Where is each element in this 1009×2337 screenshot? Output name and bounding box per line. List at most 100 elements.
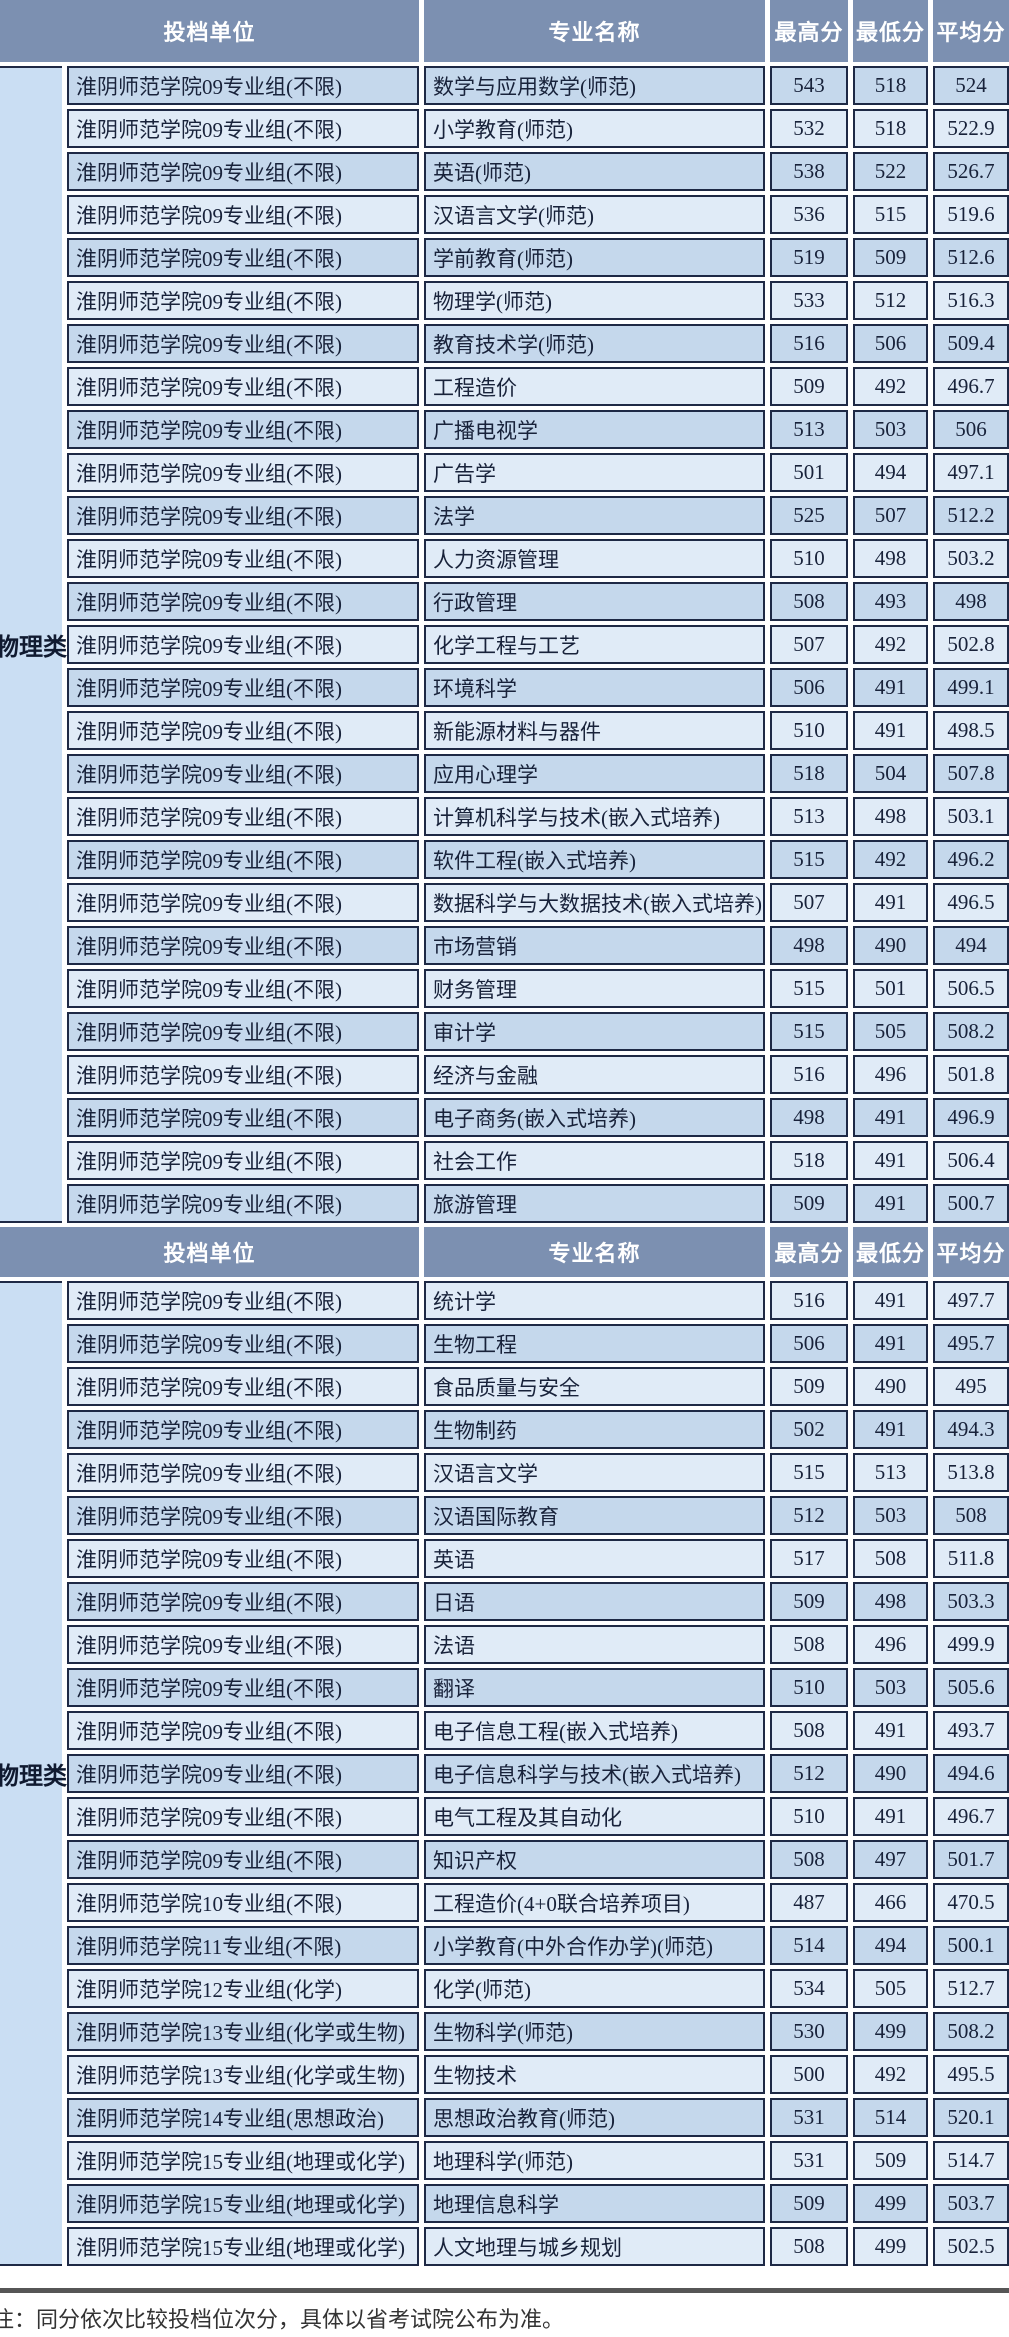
cell-avg: 498 <box>933 582 1009 621</box>
cell-low: 498 <box>853 1582 928 1621</box>
cell-high: 508 <box>770 1840 848 1879</box>
cell-high: 510 <box>770 1668 848 1707</box>
cell-major: 财务管理 <box>424 969 765 1008</box>
cell-avg: 498.5 <box>933 711 1009 750</box>
col-header-unit: 投档单位 <box>0 1227 419 1277</box>
cell-low: 491 <box>853 1324 928 1363</box>
cell-unit: 淮阴师范学院09专业组(不限) <box>67 1453 419 1492</box>
cell-low: 509 <box>853 238 928 277</box>
cell-low: 491 <box>853 1410 928 1449</box>
cell-high: 510 <box>770 539 848 578</box>
col-header-unit: 投档单位 <box>0 0 419 62</box>
cell-major: 电子信息工程(嵌入式培养) <box>424 1711 765 1750</box>
cell-major: 人文地理与城乡规划 <box>424 2227 765 2266</box>
cell-low: 522 <box>853 152 928 191</box>
category-label: 物理类 <box>0 634 67 661</box>
cell-low: 491 <box>853 1797 928 1836</box>
cell-high: 509 <box>770 1184 848 1223</box>
cell-unit: 淮阴师范学院14专业组(思想政治) <box>67 2098 419 2137</box>
cell-unit: 淮阴师范学院09专业组(不限) <box>67 1281 419 1320</box>
cell-high: 487 <box>770 1883 848 1922</box>
cell-low: 494 <box>853 1926 928 1965</box>
cell-major: 法语 <box>424 1625 765 1664</box>
cell-avg: 514.7 <box>933 2141 1009 2180</box>
col-header-low: 最低分 <box>853 0 928 62</box>
cell-low: 490 <box>853 926 928 965</box>
cell-major: 电子商务(嵌入式培养) <box>424 1098 765 1137</box>
cell-avg: 511.8 <box>933 1539 1009 1578</box>
cell-avg: 496.7 <box>933 1797 1009 1836</box>
cell-major: 软件工程(嵌入式培养) <box>424 840 765 879</box>
cell-avg: 522.9 <box>933 109 1009 148</box>
cell-major: 小学教育(中外合作办学)(师范) <box>424 1926 765 1965</box>
cell-high: 525 <box>770 496 848 535</box>
cell-unit: 淮阴师范学院09专业组(不限) <box>67 883 419 922</box>
cell-major: 生物科学(师范) <box>424 2012 765 2051</box>
cell-avg: 503.3 <box>933 1582 1009 1621</box>
cell-major: 经济与金融 <box>424 1055 765 1094</box>
table-body: 物理类 淮阴师范学院09专业组(不限) 统计学 516 491 497.7 淮阴师范学院09… <box>0 1277 1009 2266</box>
cell-high: 510 <box>770 1797 848 1836</box>
category-band: 物理类 <box>0 1281 67 2266</box>
cell-high: 532 <box>770 109 848 148</box>
cell-major: 知识产权 <box>424 1840 765 1879</box>
cell-low: 506 <box>853 324 928 363</box>
cell-major: 汉语言文学 <box>424 1453 765 1492</box>
cell-low: 492 <box>853 840 928 879</box>
cell-high: 531 <box>770 2141 848 2180</box>
col-header-major: 专业名称 <box>424 1227 765 1277</box>
cell-low: 491 <box>853 1098 928 1137</box>
score-table-section-1: 投档单位 专业名称 最高分 最低分 平均分 物理类 淮阴师范学院09专业组(不限)… <box>0 0 1009 1223</box>
cell-low: 514 <box>853 2098 928 2137</box>
cell-avg: 501.7 <box>933 1840 1009 1879</box>
cell-low: 493 <box>853 582 928 621</box>
cell-avg: 496.5 <box>933 883 1009 922</box>
cell-major: 思想政治教育(师范) <box>424 2098 765 2137</box>
cell-unit: 淮阴师范学院09专业组(不限) <box>67 625 419 664</box>
cell-avg: 494.3 <box>933 1410 1009 1449</box>
cell-low: 498 <box>853 797 928 836</box>
cell-high: 512 <box>770 1754 848 1793</box>
cell-major: 应用心理学 <box>424 754 765 793</box>
cell-major: 旅游管理 <box>424 1184 765 1223</box>
cell-unit: 淮阴师范学院09专业组(不限) <box>67 797 419 836</box>
cell-major: 日语 <box>424 1582 765 1621</box>
cell-unit: 淮阴师范学院10专业组(不限) <box>67 1883 419 1922</box>
cell-high: 514 <box>770 1926 848 1965</box>
cell-unit: 淮阴师范学院09专业组(不限) <box>67 1098 419 1137</box>
cell-low: 498 <box>853 539 928 578</box>
cell-unit: 淮阴师范学院09专业组(不限) <box>67 367 419 406</box>
cell-low: 496 <box>853 1055 928 1094</box>
cell-avg: 520.1 <box>933 2098 1009 2137</box>
cell-avg: 512.6 <box>933 238 1009 277</box>
cell-major: 数学与应用数学(师范) <box>424 66 765 105</box>
cell-major: 工程造价 <box>424 367 765 406</box>
cell-high: 508 <box>770 582 848 621</box>
cell-major: 学前教育(师范) <box>424 238 765 277</box>
cell-avg: 508 <box>933 1496 1009 1535</box>
cell-unit: 淮阴师范学院09专业组(不限) <box>67 453 419 492</box>
cell-major: 生物技术 <box>424 2055 765 2094</box>
footnote-text: 注：同分依次比较投档位次分，具体以省考试院公布为准。 <box>0 2307 565 2332</box>
cell-high: 509 <box>770 1582 848 1621</box>
cell-unit: 淮阴师范学院09专业组(不限) <box>67 969 419 1008</box>
cell-unit: 淮阴师范学院09专业组(不限) <box>67 711 419 750</box>
cell-low: 491 <box>853 711 928 750</box>
cell-low: 499 <box>853 2012 928 2051</box>
cell-unit: 淮阴师范学院09专业组(不限) <box>67 109 419 148</box>
cell-low: 501 <box>853 969 928 1008</box>
cell-high: 515 <box>770 1012 848 1051</box>
cell-avg: 526.7 <box>933 152 1009 191</box>
cell-avg: 501.8 <box>933 1055 1009 1094</box>
cell-unit: 淮阴师范学院09专业组(不限) <box>67 1711 419 1750</box>
cell-high: 498 <box>770 1098 848 1137</box>
cell-unit: 淮阴师范学院09专业组(不限) <box>67 195 419 234</box>
cell-major: 汉语言文学(师范) <box>424 195 765 234</box>
cell-unit: 淮阴师范学院09专业组(不限) <box>67 582 419 621</box>
cell-high: 508 <box>770 2227 848 2266</box>
cell-low: 513 <box>853 1453 928 1492</box>
cell-avg: 496.7 <box>933 367 1009 406</box>
cell-low: 505 <box>853 1012 928 1051</box>
cell-high: 509 <box>770 367 848 406</box>
cell-high: 536 <box>770 195 848 234</box>
